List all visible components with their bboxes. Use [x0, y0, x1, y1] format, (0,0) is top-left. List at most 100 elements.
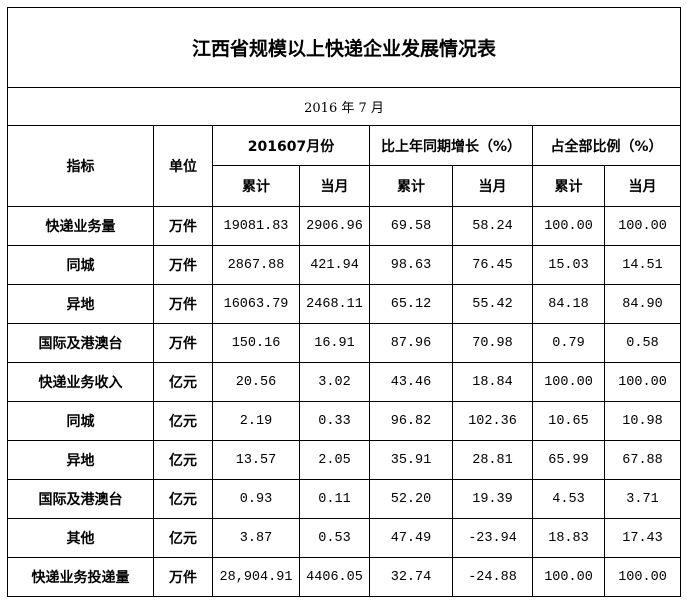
- row-value: 16.91: [299, 323, 370, 363]
- row-value: 17.43: [603, 518, 682, 558]
- header-current-month: 当月: [603, 165, 682, 207]
- row-value: 100.00: [603, 362, 682, 402]
- row-value: 15.03: [532, 245, 605, 285]
- row-value: 65.99: [532, 440, 605, 480]
- row-value: 32.74: [369, 557, 453, 597]
- table-row: 异地 亿元 13.57 2.05 35.91 28.81 65.99 67.88: [7, 440, 682, 480]
- row-unit: 万件: [153, 284, 213, 324]
- row-value: 28,904.91: [212, 557, 300, 597]
- row-value: 0.79: [532, 323, 605, 363]
- row-unit: 万件: [153, 323, 213, 363]
- row-value: 0.93: [212, 479, 300, 519]
- row-value: 4.53: [532, 479, 605, 519]
- row-value: 84.90: [603, 284, 682, 324]
- row-value: 2906.96: [299, 206, 370, 246]
- row-unit: 万件: [153, 557, 213, 597]
- row-value: 18.84: [452, 362, 533, 402]
- report-date: 2016 年 7 月: [6, 87, 682, 126]
- row-value: 0.11: [299, 479, 370, 519]
- row-unit: 亿元: [153, 362, 213, 402]
- table-row: 快递业务收入 亿元 20.56 3.02 43.46 18.84 100.00 100.00: [7, 362, 682, 402]
- table-row: 同城 万件 2867.88 421.94 98.63 76.45 15.03 14.51: [7, 245, 682, 285]
- row-indicator: 同城: [7, 245, 154, 285]
- row-value: 98.63: [369, 245, 453, 285]
- header-current-month: 当月: [299, 165, 370, 207]
- row-value: -23.94: [452, 518, 533, 558]
- row-value: 69.58: [369, 206, 453, 246]
- row-value: 421.94: [299, 245, 370, 285]
- row-value: 2867.88: [212, 245, 300, 285]
- row-value: 35.91: [369, 440, 453, 480]
- row-unit: 亿元: [153, 518, 213, 558]
- row-value: 96.82: [369, 401, 453, 441]
- row-value: 100.00: [532, 206, 605, 246]
- table-row: 国际及港澳台 万件 150.16 16.91 87.96 70.98 0.79 0.58: [7, 323, 682, 363]
- row-value: 14.51: [603, 245, 682, 285]
- table-title: 江西省规模以上快递企业发展情况表: [6, 7, 682, 88]
- row-value: 55.42: [452, 284, 533, 324]
- row-value: 100.00: [532, 557, 605, 597]
- row-indicator: 快递业务投递量: [7, 557, 154, 597]
- row-value: 20.56: [212, 362, 300, 402]
- row-unit: 亿元: [153, 479, 213, 519]
- header-current-month: 当月: [452, 165, 533, 207]
- row-indicator: 其他: [7, 518, 154, 558]
- row-value: 76.45: [452, 245, 533, 285]
- row-value: 2468.11: [299, 284, 370, 324]
- row-value: 10.98: [603, 401, 682, 441]
- row-value: 3.02: [299, 362, 370, 402]
- row-value: 70.98: [452, 323, 533, 363]
- header-growth: 比上年同期增长（%）: [369, 125, 533, 166]
- row-unit: 亿元: [153, 440, 213, 480]
- header-cumulative: 累计: [212, 165, 300, 207]
- row-value: 19081.83: [212, 206, 300, 246]
- header-cumulative: 累计: [369, 165, 453, 207]
- row-value: 47.49: [369, 518, 453, 558]
- row-indicator: 国际及港澳台: [7, 479, 154, 519]
- table-row: 其他 亿元 3.87 0.53 47.49 -23.94 18.83 17.43: [7, 518, 682, 558]
- row-value: 28.81: [452, 440, 533, 480]
- row-value: 2.19: [212, 401, 300, 441]
- row-value: 3.71: [603, 479, 682, 519]
- row-value: 100.00: [532, 362, 605, 402]
- header-cumulative: 累计: [532, 165, 605, 207]
- table-row: 同城 亿元 2.19 0.33 96.82 102.36 10.65 10.98: [7, 401, 682, 441]
- row-indicator: 同城: [7, 401, 154, 441]
- header-share: 占全部比例（%）: [531, 125, 682, 166]
- header-indicator: 指标: [7, 125, 154, 207]
- row-value: 100.00: [603, 206, 682, 246]
- row-value: 3.87: [212, 518, 300, 558]
- row-value: 52.20: [369, 479, 453, 519]
- row-value: 150.16: [212, 323, 300, 363]
- express-stats-table: 江西省规模以上快递企业发展情况表 2016 年 7 月 指标 单位 201607…: [6, 7, 682, 597]
- row-unit: 亿元: [153, 401, 213, 441]
- row-value: 84.18: [532, 284, 605, 324]
- row-indicator: 快递业务量: [7, 206, 154, 246]
- row-value: 10.65: [532, 401, 605, 441]
- row-value: 65.12: [369, 284, 453, 324]
- row-indicator: 国际及港澳台: [7, 323, 154, 363]
- table-row: 国际及港澳台 亿元 0.93 0.11 52.20 19.39 4.53 3.71: [7, 479, 682, 519]
- row-value: 13.57: [212, 440, 300, 480]
- row-value: 4406.05: [299, 557, 370, 597]
- row-indicator: 快递业务收入: [7, 362, 154, 402]
- row-value: 0.33: [299, 401, 370, 441]
- row-value: 58.24: [452, 206, 533, 246]
- row-value: 19.39: [452, 479, 533, 519]
- row-value: 43.46: [369, 362, 453, 402]
- row-indicator: 异地: [7, 284, 154, 324]
- row-unit: 万件: [153, 245, 213, 285]
- table-row: 快递业务量 万件 19081.83 2906.96 69.58 58.24 100.00 10…: [7, 206, 682, 246]
- table-row: 异地 万件 16063.79 2468.11 65.12 55.42 84.18 84.90: [7, 284, 682, 324]
- row-value: 87.96: [369, 323, 453, 363]
- row-value: 0.53: [299, 518, 370, 558]
- row-value: -24.88: [452, 557, 533, 597]
- table-body: 快递业务量 万件 19081.83 2906.96 69.58 58.24 100.00 10…: [7, 206, 682, 597]
- row-value: 102.36: [452, 401, 533, 441]
- header-month: 201607月份: [212, 125, 370, 166]
- header-unit: 单位: [153, 125, 213, 207]
- row-value: 0.58: [603, 323, 682, 363]
- row-indicator: 异地: [7, 440, 154, 480]
- row-unit: 万件: [153, 206, 213, 246]
- row-value: 16063.79: [212, 284, 300, 324]
